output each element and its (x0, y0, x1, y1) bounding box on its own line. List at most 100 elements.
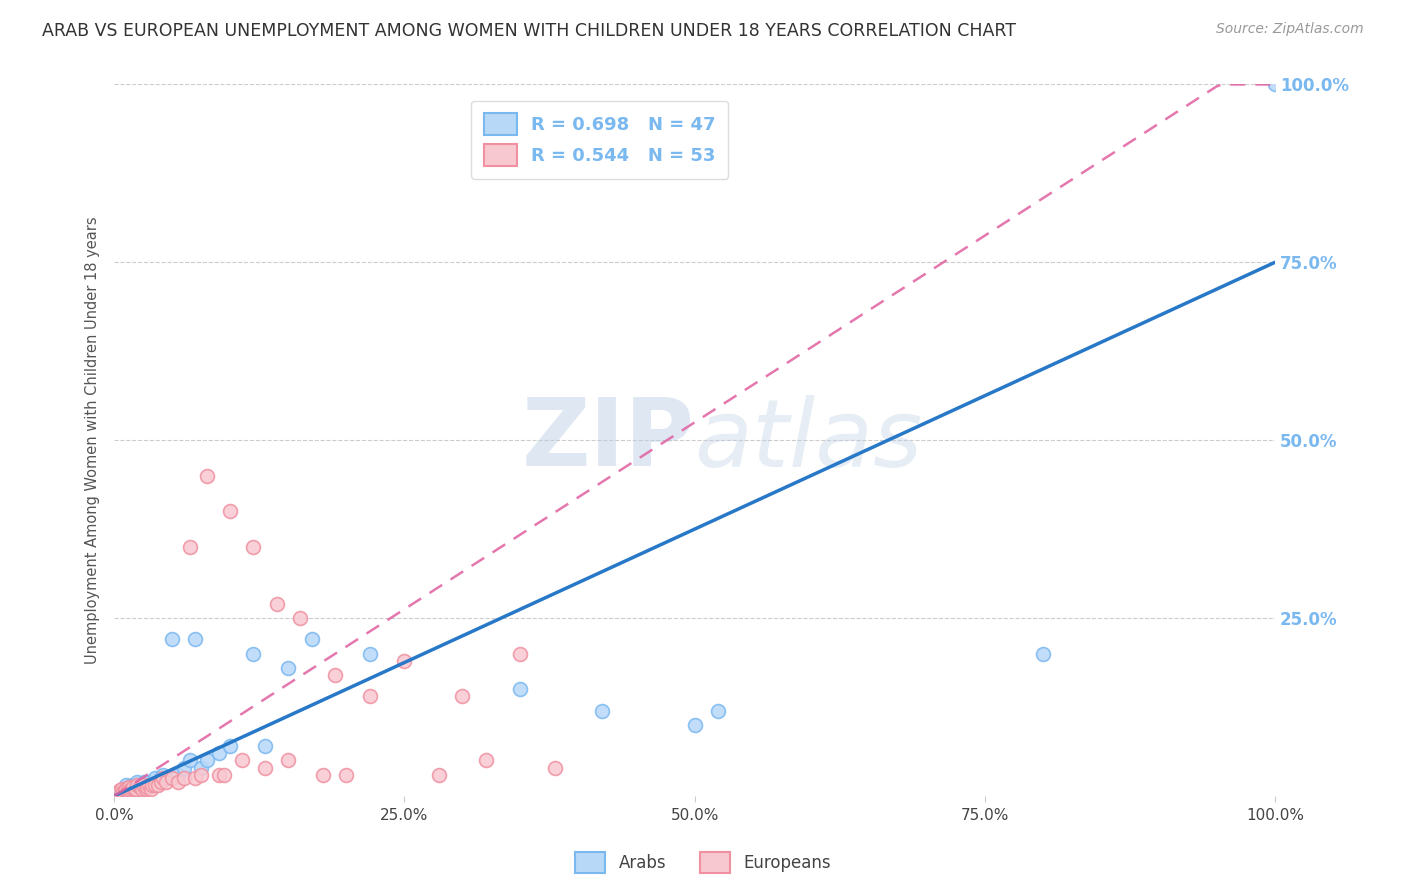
Point (152, 767, 174, 781)
Point (277, 661, 299, 675)
Point (208, 767, 231, 781)
Point (266, 597, 288, 611)
Point (179, 753, 201, 767)
Point (120, 783, 142, 797)
Point (111, 783, 134, 797)
Point (254, 739, 277, 754)
Point (112, 781, 135, 796)
Point (195, 468, 218, 483)
Point (1032, 647, 1054, 661)
Point (394, 654, 416, 668)
Point (707, 704, 730, 718)
Point (143, 771, 166, 785)
Point (149, 771, 172, 785)
Point (118, 780, 141, 795)
Point (190, 760, 212, 774)
Y-axis label: Unemployment Among Women with Children Under 18 years: Unemployment Among Women with Children U… (86, 217, 100, 664)
Text: atlas: atlas (695, 394, 922, 486)
Point (112, 785, 135, 799)
Point (173, 760, 195, 774)
Point (231, 753, 253, 767)
Point (155, 771, 177, 785)
Point (323, 668, 346, 682)
Point (184, 771, 207, 785)
Point (128, 778, 150, 792)
Point (160, 771, 183, 785)
Point (138, 774, 160, 789)
Point (148, 774, 170, 789)
Point (114, 781, 136, 796)
Point (127, 778, 149, 792)
Point (125, 781, 148, 796)
Point (121, 780, 143, 795)
Point (135, 781, 157, 796)
Point (107, 785, 129, 799)
Point (214, 767, 236, 781)
Point (108, 783, 131, 797)
Point (117, 781, 139, 796)
Point (149, 774, 172, 789)
Point (474, 753, 496, 767)
Point (121, 781, 143, 796)
Point (135, 778, 157, 792)
Point (591, 704, 613, 718)
Point (190, 767, 212, 781)
Point (173, 771, 195, 785)
Point (128, 780, 150, 795)
Point (301, 632, 323, 647)
Text: Source: ZipAtlas.com: Source: ZipAtlas.com (1216, 22, 1364, 37)
Point (167, 774, 190, 789)
Point (125, 781, 148, 796)
Point (124, 783, 146, 797)
Point (509, 682, 531, 697)
Point (134, 774, 156, 789)
Point (195, 753, 218, 767)
Point (167, 767, 190, 781)
Point (135, 780, 157, 795)
Point (179, 540, 201, 554)
Point (129, 780, 152, 795)
Point (118, 780, 141, 795)
Point (288, 611, 311, 625)
Point (141, 781, 163, 796)
Point (108, 785, 131, 799)
Text: ZIP: ZIP (522, 394, 695, 486)
Point (152, 771, 174, 785)
Point (127, 774, 149, 789)
Point (132, 778, 155, 792)
Point (121, 778, 143, 792)
Point (114, 785, 136, 799)
Point (124, 778, 146, 792)
Point (155, 774, 177, 789)
Point (148, 778, 170, 792)
Point (242, 647, 264, 661)
Point (427, 767, 450, 781)
Legend: Arabs, Europeans: Arabs, Europeans (568, 846, 838, 880)
Point (219, 504, 242, 518)
Point (242, 540, 264, 554)
Point (683, 718, 706, 732)
Point (117, 783, 139, 797)
Point (160, 632, 183, 647)
Point (131, 781, 153, 796)
Point (184, 632, 207, 647)
Point (544, 760, 567, 774)
Point (114, 778, 136, 792)
Text: ARAB VS EUROPEAN UNEMPLOYMENT AMONG WOMEN WITH CHILDREN UNDER 18 YEARS CORRELATI: ARAB VS EUROPEAN UNEMPLOYMENT AMONG WOME… (42, 22, 1017, 40)
Legend: R = 0.698   N = 47, R = 0.544   N = 53: R = 0.698 N = 47, R = 0.544 N = 53 (471, 101, 728, 179)
Point (219, 739, 242, 754)
Point (121, 783, 143, 797)
Point (141, 778, 163, 792)
Point (451, 690, 474, 704)
Point (141, 778, 163, 792)
Point (138, 778, 160, 792)
Point (509, 647, 531, 661)
Point (254, 760, 277, 774)
Point (132, 778, 155, 792)
Point (335, 767, 357, 781)
Point (359, 690, 381, 704)
Point (277, 753, 299, 767)
Point (114, 783, 136, 797)
Point (121, 780, 143, 795)
Point (208, 746, 231, 760)
